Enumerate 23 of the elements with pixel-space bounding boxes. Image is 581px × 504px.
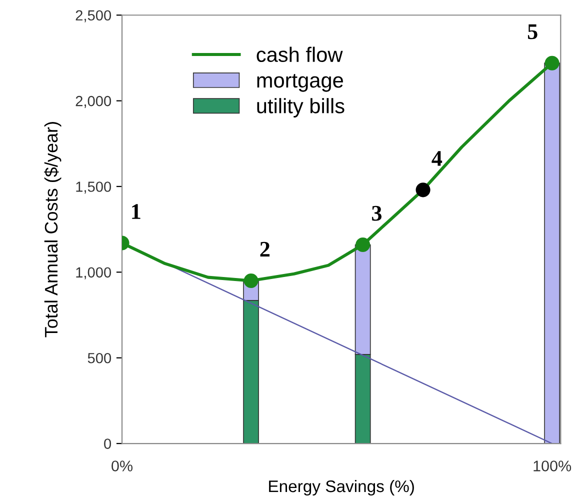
annotation: 1 bbox=[132, 204, 140, 219]
y-tick-label: 0 bbox=[104, 438, 112, 449]
y-axis-title: Total Annual Costs ($/year) bbox=[44, 122, 62, 338]
point bbox=[416, 182, 430, 198]
annotation: 4 bbox=[432, 151, 442, 166]
x-tick-label: 100% bbox=[534, 460, 572, 472]
y-tick-label: 1,500 bbox=[76, 182, 112, 194]
y-tick-label: 1,000 bbox=[76, 267, 112, 280]
bar bbox=[544, 62, 560, 444]
annotation: 5 bbox=[528, 24, 538, 40]
annotation: 3 bbox=[372, 206, 382, 221]
y-tick-label: 500 bbox=[88, 352, 112, 364]
annotation: 2 bbox=[260, 242, 270, 257]
y-tick-label: 2,000 bbox=[76, 96, 112, 108]
legend-label: utility bills bbox=[257, 98, 344, 118]
point bbox=[544, 56, 560, 70]
x-axis-title: Energy Savings (%) bbox=[269, 480, 414, 496]
legend-label: cash flow bbox=[256, 46, 343, 62]
y-tick-label: 2,500 bbox=[76, 10, 112, 22]
x-tick-label: 0% bbox=[112, 460, 133, 472]
point bbox=[356, 237, 370, 252]
legend-label: mortgage bbox=[257, 74, 343, 92]
point bbox=[244, 273, 258, 288]
